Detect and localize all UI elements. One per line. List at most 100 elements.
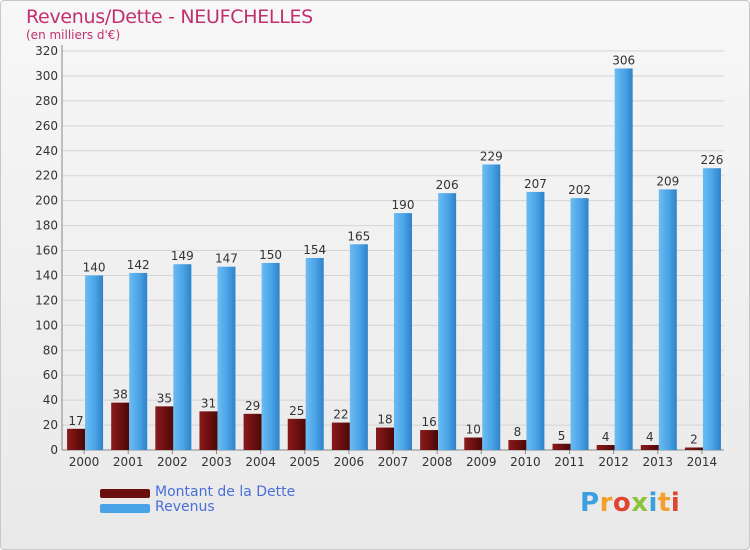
data-label-dette: 8 [514, 425, 522, 439]
y-tick-label: 180 [35, 219, 58, 233]
bar-revenus [305, 257, 324, 450]
bar-dette [376, 427, 394, 450]
y-tick-label: 220 [35, 169, 58, 183]
data-label-dette: 4 [646, 430, 654, 444]
data-label-dette: 17 [68, 414, 83, 428]
bar-dette [508, 440, 527, 450]
y-tick-label: 40 [43, 393, 58, 407]
data-label-dette: 10 [466, 423, 481, 437]
x-tick-label: 2012 [598, 455, 629, 469]
data-label-dette: 4 [602, 430, 610, 444]
bar-dette [67, 428, 86, 450]
y-tick-label: 120 [35, 293, 58, 307]
bar-revenus [658, 189, 677, 450]
x-tick-label: 2002 [157, 455, 188, 469]
logo-letter: o [612, 488, 632, 518]
bar-revenus [526, 191, 545, 450]
data-label-dette: 2 [690, 433, 698, 447]
legend-swatch-dette [100, 489, 150, 498]
bar-revenus [173, 264, 192, 450]
data-label-dette: 25 [289, 404, 304, 418]
data-label-revenus: 226 [700, 153, 723, 167]
bar-dette [596, 445, 615, 450]
data-label-revenus: 165 [347, 229, 370, 243]
data-label-dette: 22 [333, 408, 348, 422]
data-label-dette: 29 [245, 399, 260, 413]
data-label-revenus: 154 [303, 243, 326, 257]
y-tick-label: 280 [35, 94, 58, 108]
x-tick-label: 2013 [643, 455, 674, 469]
data-label-revenus: 142 [127, 258, 150, 272]
data-label-revenus: 147 [215, 252, 238, 266]
y-tick-label: 200 [35, 194, 58, 208]
logo-letter: t [657, 488, 671, 518]
x-tick-label: 2003 [201, 455, 232, 469]
bar-revenus [349, 244, 368, 450]
data-label-revenus: 190 [392, 198, 415, 212]
x-tick-label: 2004 [245, 455, 276, 469]
bar-revenus [438, 193, 457, 451]
bar-dette [552, 443, 571, 450]
bar-dette [287, 418, 306, 450]
bar-revenus [217, 266, 236, 450]
chart-title: Revenus/Dette - NEUFCHELLES [26, 6, 313, 28]
bar-revenus [702, 168, 721, 451]
x-tick-label: 2000 [69, 455, 100, 469]
x-tick-label: 2008 [422, 455, 453, 469]
data-label-revenus: 306 [612, 53, 635, 67]
bar-dette [640, 445, 659, 450]
data-label-dette: 16 [421, 415, 436, 429]
data-label-revenus: 229 [480, 149, 503, 163]
data-label-revenus: 150 [259, 248, 282, 262]
bar-revenus [394, 213, 412, 450]
x-tick-label: 2014 [687, 455, 718, 469]
logo-letter: i [648, 488, 658, 518]
bar-revenus [85, 275, 104, 450]
x-tick-label: 2011 [554, 455, 585, 469]
bar-dette [243, 413, 262, 450]
bar-dette [420, 430, 439, 450]
logo-letter: i [670, 488, 681, 518]
data-label-revenus: 206 [436, 178, 459, 192]
x-tick-label: 2006 [334, 455, 365, 469]
data-label-dette: 38 [113, 388, 128, 402]
y-tick-label: 100 [35, 318, 58, 332]
proxiti-logo: Proxiti [580, 488, 680, 518]
data-label-revenus: 207 [524, 177, 547, 191]
legend-swatch-revenus [100, 504, 150, 513]
x-tick-label: 2010 [510, 455, 541, 469]
data-label-dette: 31 [201, 396, 216, 410]
data-label-dette: 5 [558, 429, 566, 443]
bar-revenus [570, 198, 589, 450]
bar-revenus [614, 68, 633, 451]
data-label-revenus: 202 [568, 183, 591, 197]
y-tick-label: 20 [43, 418, 58, 432]
logo-letter: r [599, 488, 613, 518]
y-tick-label: 260 [35, 119, 58, 133]
data-label-revenus: 140 [83, 260, 106, 274]
bar-dette [684, 447, 703, 450]
bar-revenus [261, 262, 280, 450]
y-tick-label: 160 [35, 244, 58, 258]
data-label-dette: 18 [377, 413, 392, 427]
bar-dette [331, 422, 350, 450]
legend-label-dette: Montant de la Dette [155, 484, 296, 500]
chart-subtitle: (en milliers d'€) [26, 28, 121, 42]
y-tick-label: 0 [50, 443, 58, 457]
bar-dette [155, 406, 174, 450]
x-tick-label: 2007 [378, 455, 409, 469]
data-label-dette: 35 [157, 391, 172, 405]
logo-letter: x [631, 488, 649, 518]
data-label-revenus: 149 [171, 249, 194, 263]
x-tick-label: 2009 [466, 455, 497, 469]
x-tick-label: 2001 [113, 455, 144, 469]
legend-label-revenus: Revenus [155, 499, 215, 515]
x-tick-label: 2005 [289, 455, 320, 469]
bar-revenus [129, 272, 148, 450]
bar-dette [111, 402, 130, 450]
logo-letter: P [580, 488, 600, 518]
bar-dette [464, 437, 483, 450]
y-tick-label: 320 [35, 44, 58, 58]
y-tick-label: 300 [35, 69, 58, 83]
